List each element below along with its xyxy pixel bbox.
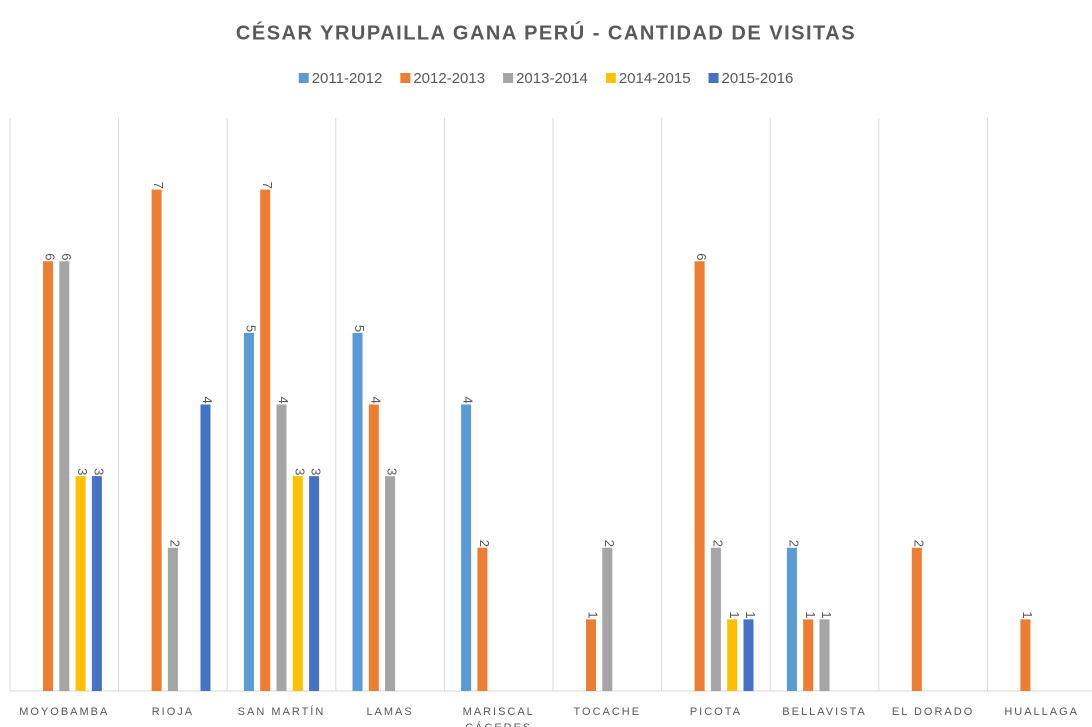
bar [586,619,597,691]
data-label: 2 [602,540,617,547]
x-tick-label: EL DORADO [891,706,975,718]
data-label: 6 [43,253,58,260]
bar [352,332,363,691]
x-tick-label: RIOJA [151,706,195,718]
x-tick-label: TOCACHE [573,706,642,718]
data-label: 1 [586,611,601,618]
bar [727,619,738,691]
bar [43,261,54,691]
data-label: 6 [694,253,709,260]
data-label: 2 [710,540,725,547]
data-label: 4 [368,397,383,404]
bar [260,189,271,691]
legend-swatch [400,73,411,83]
x-tick-label: PICOTA [689,706,742,718]
x-tick-label: MARISCAL CÁCERES [462,706,535,727]
x-tick-label: LAMAS [366,706,414,718]
legend-label: 2015-2016 [722,70,794,87]
x-tick-label: MOYOBAMBA [19,706,110,718]
data-label: 1 [803,611,818,618]
data-label: 7 [151,182,166,189]
data-label: 1 [727,611,742,618]
data-label: 7 [260,182,275,189]
data-label: 6 [59,253,74,260]
data-label: 3 [91,468,106,475]
bar [276,404,287,691]
bar [243,332,254,691]
legend-swatch [298,73,309,83]
chart-title: CÉSAR YRUPAILLA GANA PERÚ - CANTIDAD DE … [236,20,856,44]
legend-label: 2012-2013 [413,70,485,87]
x-tick-label: SAN MARTÍN [237,706,326,718]
data-label: 3 [75,468,90,475]
data-label: 2 [167,540,182,547]
data-label: 3 [309,468,324,475]
bar [461,404,472,691]
data-label: 4 [461,397,476,404]
data-label: 2 [786,540,801,547]
bar [694,261,705,691]
x-tick-label: HUALLAGA [1004,706,1080,718]
data-label: 5 [243,325,258,332]
data-label: 1 [1020,611,1035,618]
bar [743,619,754,691]
legend: 2011-2012 2012-2013 2013-2014 2014-2015 2015… [298,70,794,87]
data-label: 3 [385,468,400,475]
x-tick-label: BELLAVISTA [782,706,867,718]
bar [786,547,797,691]
bar [602,547,613,691]
bar [368,404,379,691]
bar [91,476,102,691]
bar [200,404,211,691]
data-label: 3 [292,468,307,475]
legend-label: 2013-2014 [516,70,588,87]
data-label: 4 [200,397,215,404]
bar [710,547,721,691]
bar [167,547,178,691]
bar [1020,619,1031,691]
bar [309,476,320,691]
bar [151,189,162,691]
data-label: 2 [477,540,492,547]
bar [477,547,488,691]
bar [385,476,396,691]
legend-label: 2011-2012 [312,70,383,87]
bar [75,476,86,691]
data-label: 1 [743,611,758,618]
data-label: 4 [276,397,291,404]
data-label: 1 [819,611,834,618]
data-label: 2 [911,540,926,547]
bar [59,261,70,691]
legend-swatch [708,73,719,83]
legend-label: 2014-2015 [619,70,691,87]
bar [911,547,922,691]
bar [819,619,830,691]
bar [803,619,814,691]
legend-swatch [503,73,514,83]
bar [292,476,303,691]
data-label: 5 [352,325,367,332]
legend-swatch [605,73,616,83]
